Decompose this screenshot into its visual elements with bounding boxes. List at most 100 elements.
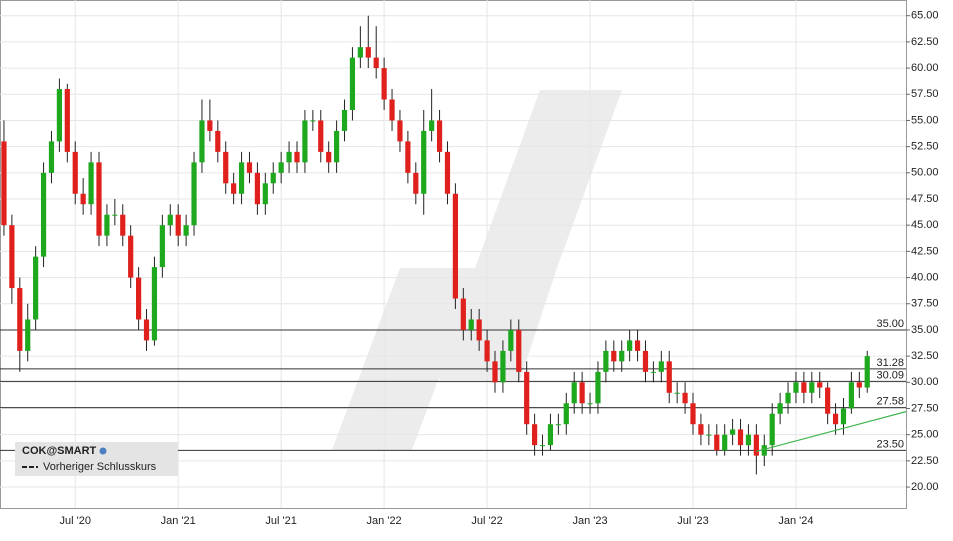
y-tick-label: 37.50 xyxy=(911,298,939,310)
level-label: 35.00 xyxy=(876,318,904,330)
candle-body xyxy=(246,162,253,173)
candle-body xyxy=(349,57,356,110)
candle-body xyxy=(429,120,435,131)
candle-body xyxy=(254,172,260,205)
candle-body xyxy=(151,267,158,341)
y-tick-label: 45.00 xyxy=(911,219,939,231)
candle-body xyxy=(48,141,55,173)
x-tick-label: Jan '24 xyxy=(778,515,813,527)
candle-body xyxy=(547,424,554,446)
y-tick-label: 55.00 xyxy=(911,114,939,126)
candle-body xyxy=(619,350,625,362)
x-tick-label: Jul '20 xyxy=(60,515,91,527)
candle-body xyxy=(524,371,530,425)
candle-body xyxy=(25,319,31,351)
candle-body xyxy=(627,340,633,351)
candle-body xyxy=(817,382,823,388)
candle-body xyxy=(191,162,197,226)
candle-body xyxy=(1,141,7,226)
candle-body xyxy=(207,120,213,131)
candle-body xyxy=(381,68,387,100)
legend-box xyxy=(15,442,178,476)
candle-body xyxy=(730,429,736,435)
candle-body xyxy=(682,392,688,404)
candle-body xyxy=(310,120,316,122)
candle-body xyxy=(452,193,458,299)
candle-body xyxy=(262,183,268,205)
candle-body xyxy=(492,361,498,383)
candle-body xyxy=(460,298,466,330)
candle-body xyxy=(334,130,340,163)
candle-body xyxy=(801,382,807,393)
candle-body xyxy=(238,162,245,194)
candle-body xyxy=(136,277,142,320)
x-tick-label: Jan '22 xyxy=(367,515,402,527)
level-label: 27.58 xyxy=(876,396,904,408)
candle-body xyxy=(777,403,783,414)
candle-body xyxy=(373,57,379,69)
candle-body xyxy=(33,256,39,320)
candle-body xyxy=(825,387,831,414)
candle-body xyxy=(848,382,854,409)
candle-body xyxy=(468,319,474,330)
candle-body xyxy=(278,162,284,173)
candle-body xyxy=(539,445,546,447)
candle-body xyxy=(175,214,181,236)
y-tick-label: 50.00 xyxy=(911,167,939,179)
candle-body xyxy=(508,329,514,351)
candle-body xyxy=(9,225,15,289)
y-tick-label: 60.00 xyxy=(911,62,939,74)
candle-body xyxy=(17,288,23,351)
candle-body xyxy=(40,172,47,257)
candle-body xyxy=(737,429,744,446)
candle-body xyxy=(96,162,102,236)
candle-body xyxy=(761,445,767,456)
candle-body xyxy=(167,214,173,226)
candle-body xyxy=(706,434,712,436)
candle-body xyxy=(745,434,752,446)
x-tick-label: Jan '23 xyxy=(572,515,607,527)
candle-body xyxy=(389,99,395,121)
y-tick-label: 20.00 xyxy=(911,481,939,493)
candle-body xyxy=(365,47,371,58)
candle-body xyxy=(286,151,292,163)
candle-body xyxy=(231,183,237,194)
marks xyxy=(0,15,907,475)
candle-body xyxy=(397,120,403,142)
candle-body xyxy=(357,47,363,58)
x-tick-label: Jan '21 xyxy=(161,515,196,527)
trend-line xyxy=(756,411,907,453)
candle-body xyxy=(80,193,86,205)
y-tick-label: 22.50 xyxy=(911,455,939,467)
x-tick-label: Jul '21 xyxy=(265,515,296,527)
x-tick-label: Jul '22 xyxy=(471,515,502,527)
candle-body xyxy=(634,340,641,351)
legend-symbol: COK@SMART xyxy=(22,445,97,457)
candle-body xyxy=(326,151,332,163)
candle-body xyxy=(611,350,617,362)
legend-previous-close: Vorheriger Schlusskurs xyxy=(43,461,157,473)
y-tick-label: 35.00 xyxy=(911,324,939,336)
y-tick-label: 65.00 xyxy=(911,10,939,22)
candle-body xyxy=(769,413,775,446)
candle-body xyxy=(650,371,656,373)
candle-body xyxy=(753,434,759,456)
y-tick-label: 52.50 xyxy=(911,141,939,153)
candle-body xyxy=(88,162,94,205)
legend-icon xyxy=(99,447,107,455)
y-tick-label: 32.50 xyxy=(911,350,939,362)
candle-body xyxy=(532,424,538,446)
level-label: 23.50 xyxy=(876,438,904,450)
candle-body xyxy=(143,319,150,341)
candle-body xyxy=(587,403,593,405)
y-tick-label: 47.50 xyxy=(911,193,939,205)
candle-body xyxy=(516,329,522,372)
candle-body xyxy=(793,382,799,393)
candle-body xyxy=(714,434,720,451)
candle-body xyxy=(72,151,78,194)
candle-body xyxy=(476,319,482,341)
candle-body xyxy=(722,434,728,451)
candle-body xyxy=(341,109,348,131)
candle-body xyxy=(112,214,118,216)
